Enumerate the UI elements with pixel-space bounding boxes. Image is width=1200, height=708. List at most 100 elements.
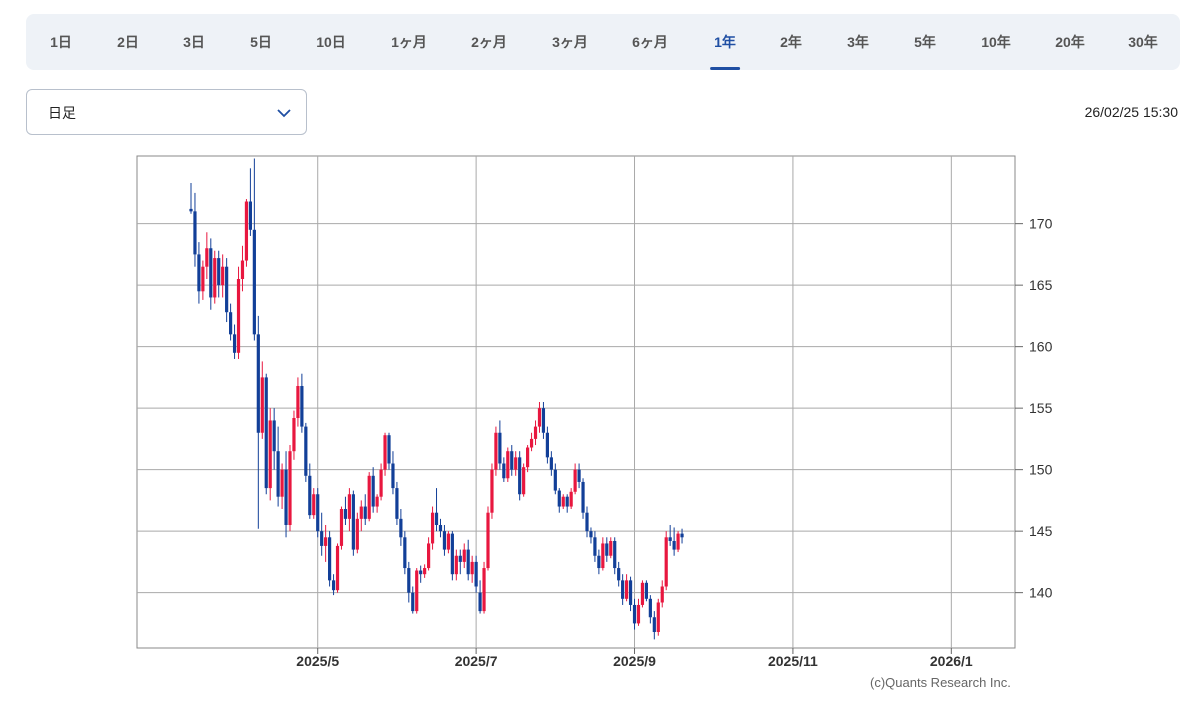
candle-body — [482, 568, 486, 612]
last-updated-timestamp: 26/02/25 15:30 — [1084, 104, 1178, 120]
tab-1[interactable]: 2日 — [117, 14, 139, 70]
candle-body — [438, 525, 443, 532]
candle-body — [561, 496, 565, 507]
tab-8[interactable]: 6ヶ月 — [632, 14, 668, 70]
y-tick-label: 170 — [1029, 216, 1053, 232]
tab-13[interactable]: 10年 — [981, 14, 1011, 70]
candle-body — [383, 435, 387, 470]
candle-body — [430, 512, 435, 544]
candle-body — [664, 537, 668, 587]
candle-body — [466, 549, 470, 575]
candle-body — [589, 531, 593, 538]
candle-body — [494, 432, 498, 470]
copyright-credit: (c)Quants Research Inc. — [870, 675, 1011, 690]
x-tick-label: 2025/7 — [455, 653, 498, 669]
tab-label: 20年 — [1055, 34, 1085, 50]
tab-15[interactable]: 30年 — [1128, 14, 1158, 70]
candle-body — [264, 377, 268, 489]
candle-body — [549, 457, 553, 470]
candle-body — [296, 386, 300, 418]
candle-body — [343, 509, 348, 519]
candle-body — [486, 512, 490, 569]
candle-body — [462, 549, 466, 562]
candle-body — [518, 457, 522, 495]
tab-4[interactable]: 10日 — [316, 14, 346, 70]
candle-body — [545, 432, 549, 458]
y-tick-label: 150 — [1029, 462, 1053, 478]
candle-body — [217, 258, 221, 286]
candle-body — [510, 451, 514, 470]
candle-body — [221, 266, 225, 286]
candle-body — [244, 201, 249, 261]
candle-body — [601, 543, 605, 569]
candle-body — [442, 531, 447, 550]
candle-body — [260, 377, 264, 433]
tab-14[interactable]: 20年 — [1055, 14, 1085, 70]
candle-body — [339, 509, 344, 546]
tab-7[interactable]: 3ヶ月 — [552, 14, 588, 70]
tab-12[interactable]: 5年 — [914, 14, 936, 70]
candle-body — [419, 570, 423, 575]
candle-body — [363, 506, 367, 519]
tab-label: 6ヶ月 — [632, 34, 668, 50]
x-tick-label: 2025/5 — [296, 653, 339, 669]
candle-body — [403, 537, 407, 569]
candle-body — [197, 254, 201, 292]
candle-body — [201, 266, 205, 292]
candle-body — [351, 494, 355, 550]
candle-body — [672, 540, 676, 550]
candle-body — [565, 496, 569, 507]
candle-body — [232, 334, 237, 353]
y-tick-label: 140 — [1029, 585, 1053, 601]
candle-body — [450, 533, 454, 575]
candle-body — [458, 555, 462, 562]
candle-body — [490, 469, 494, 513]
tab-3[interactable]: 5日 — [250, 14, 272, 70]
tab-label: 5年 — [914, 34, 936, 50]
x-tick-label: 2025/9 — [613, 653, 656, 669]
tab-6[interactable]: 2ヶ月 — [471, 14, 507, 70]
candle-body — [367, 475, 371, 519]
candle-body — [229, 312, 233, 335]
candle-body — [652, 617, 656, 633]
candle-body — [399, 518, 403, 538]
candle-body — [300, 386, 304, 427]
candle-body — [573, 469, 577, 492]
tab-5[interactable]: 1ヶ月 — [391, 14, 427, 70]
y-tick-label: 155 — [1029, 400, 1053, 416]
candle-body — [656, 602, 660, 633]
candle-body — [209, 248, 213, 298]
tab-0[interactable]: 1日 — [50, 14, 72, 70]
candle-body — [617, 568, 621, 581]
candle-body — [280, 469, 284, 497]
interval-select[interactable]: 日足 — [26, 89, 307, 135]
candle-body — [391, 463, 395, 489]
candle-body — [470, 561, 474, 575]
candle-body — [284, 469, 288, 525]
candle-body — [316, 494, 320, 532]
candle-body — [328, 537, 332, 581]
candle-body — [331, 580, 336, 591]
candle-body — [411, 592, 415, 612]
candle-body — [304, 426, 308, 476]
candle-body — [506, 451, 510, 479]
tab-2[interactable]: 3日 — [183, 14, 205, 70]
tab-label: 30年 — [1128, 34, 1158, 50]
candle-body — [621, 580, 625, 599]
candle-body — [268, 420, 272, 489]
candle-body — [597, 555, 601, 569]
candle-body — [213, 258, 217, 298]
tab-label: 5日 — [250, 34, 272, 50]
candle-body — [423, 568, 427, 575]
candle-body — [609, 540, 613, 556]
tab-label: 1日 — [50, 34, 72, 50]
tab-9[interactable]: 1年 — [710, 14, 740, 70]
chevron-down-icon — [277, 109, 291, 118]
candle-body — [577, 469, 581, 482]
candle-body — [324, 537, 328, 546]
candle-body — [502, 463, 506, 479]
tab-10[interactable]: 2年 — [780, 14, 802, 70]
tab-11[interactable]: 3年 — [847, 14, 869, 70]
candle-body — [434, 512, 439, 525]
candle-body — [379, 469, 383, 497]
